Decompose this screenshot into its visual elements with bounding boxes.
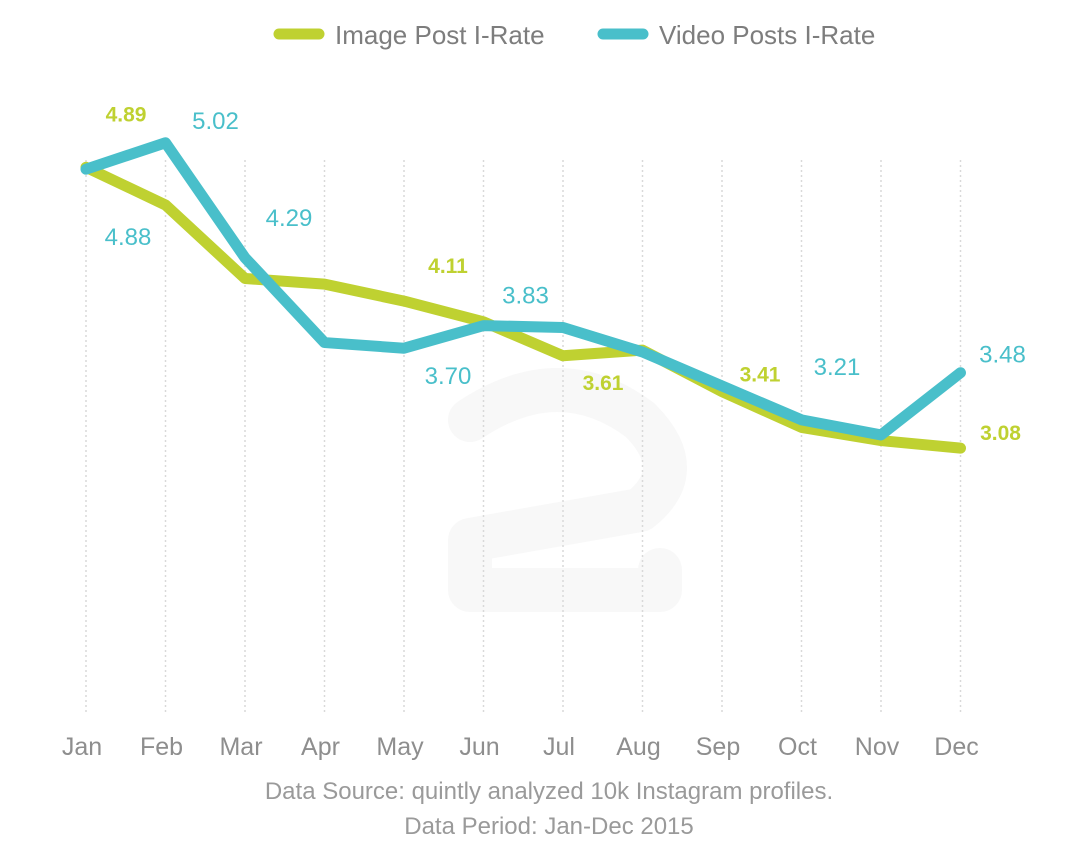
- data-source-note: Data Source: quintly analyzed 10k Instag…: [264, 778, 834, 805]
- data-label-image-jul: 3.61: [583, 372, 624, 395]
- data-label-video-mar: 4.29: [266, 205, 313, 232]
- x-tick-label-nov: Nov: [855, 733, 900, 760]
- x-axis-ticks: Jan Feb Mar Apr May Jun Jul Aug Sep Oct Nov Dec: [62, 733, 979, 760]
- x-tick-label-mar: Mar: [219, 733, 262, 760]
- data-period-note: Data Period: Jan-Dec 2015: [404, 813, 694, 840]
- legend-label-image-posts: Image Post I-Rate: [335, 20, 545, 50]
- x-tick-label-may: May: [376, 733, 424, 760]
- data-label-video-may: 3.70: [425, 363, 472, 390]
- data-labels: 4.89 4.11 3.61 3.41 3.08 4.88 5.02 4.29 3.70 3.83…: [105, 103, 1026, 445]
- series-line-video-posts: [80, 137, 966, 441]
- line-chart: 4.89 4.11 3.61 3.41 3.08 4.88 5.02 4.29 3.70 3.83…: [62, 20, 1026, 760]
- data-label-video-feb: 5.02: [192, 108, 239, 135]
- data-label-image-may: 4.11: [428, 255, 468, 278]
- data-label-image-dec: 3.08: [980, 422, 1021, 445]
- x-tick-label-jun: Jun: [459, 733, 499, 760]
- series-line-image-posts: [80, 161, 966, 454]
- data-label-video-nov: 3.21: [814, 354, 861, 381]
- data-label-video-jan: 4.88: [105, 224, 152, 251]
- x-tick-label-feb: Feb: [140, 733, 183, 760]
- x-tick-label-sep: Sep: [696, 733, 740, 760]
- x-tick-label-jul: Jul: [543, 733, 575, 760]
- x-tick-label-jan: Jan: [62, 733, 102, 760]
- x-tick-label-dec: Dec: [934, 733, 978, 760]
- data-label-image-sep: 3.41: [740, 364, 781, 387]
- watermark-logo: [448, 368, 687, 612]
- data-label-video-jun: 3.83: [502, 283, 549, 310]
- data-label-image-jan: 4.89: [106, 103, 147, 126]
- legend: Image Post I-Rate Video Posts I-Rate: [273, 20, 875, 50]
- x-tick-label-oct: Oct: [778, 733, 817, 760]
- x-tick-label-aug: Aug: [616, 733, 660, 760]
- legend-label-video-posts: Video Posts I-Rate: [659, 20, 875, 50]
- x-tick-label-apr: Apr: [301, 733, 340, 760]
- series-lines: [80, 137, 966, 454]
- data-label-video-dec: 3.48: [979, 342, 1026, 369]
